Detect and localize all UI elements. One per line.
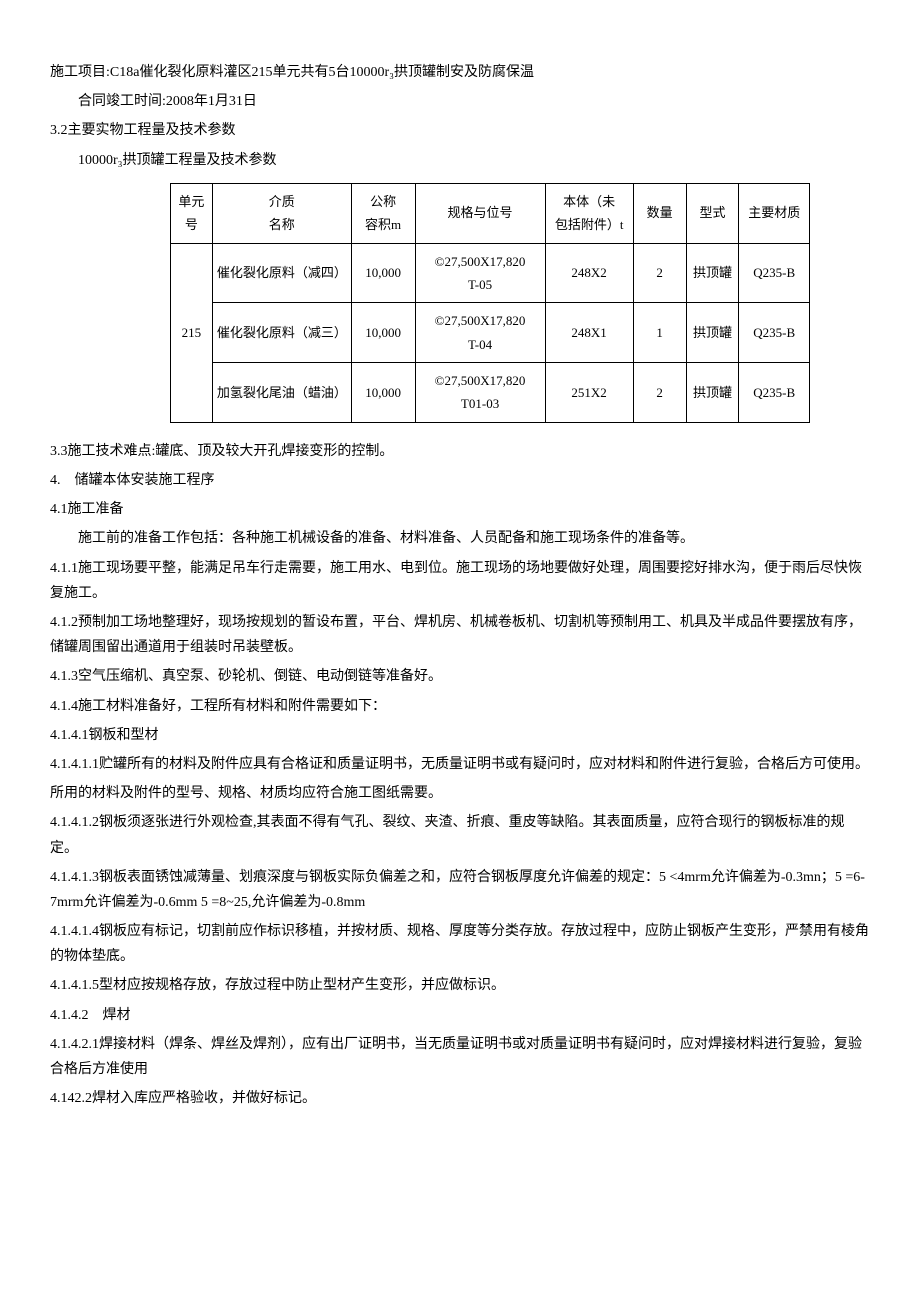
section-3-2: 3.2主要实物工程量及技术参数 [50, 118, 870, 143]
th-unit: 单元号 [171, 183, 213, 243]
cell-medium: 催化裂化原料（减四） [212, 243, 351, 303]
table-caption: 10000r₃拱顶罐工程量及技术参数 [50, 148, 870, 173]
th-type: 型式 [686, 183, 739, 243]
cell-spec: ©27,500X17,820T-05 [415, 243, 545, 303]
para-4-1-4-1-3: 4.1.4.1.3钢板表面锈蚀减薄量、划痕深度与钢板实际负偏差之和，应符合钢板厚… [50, 865, 870, 915]
table-row: 加氢裂化尾油（蜡油） 10,000 ©27,500X17,820T01-03 2… [171, 363, 810, 423]
project-line: 施工项目:C18a催化裂化原料灌区215单元共有5台10000r₃拱顶罐制安及防… [50, 60, 870, 85]
cell-medium: 加氢裂化尾油（蜡油） [212, 363, 351, 423]
cell-material: Q235-B [739, 243, 810, 303]
th-spec: 规格与位号 [415, 183, 545, 243]
section-4-1: 4.1施工准备 [50, 497, 870, 522]
para-4-142-2: 4.142.2焊材入库应严格验收，并做好标记。 [50, 1086, 870, 1111]
cell-material: Q235-B [739, 303, 810, 363]
para-4-1-1: 4.1.1施工现场要平整，能满足吊车行走需要，施工用水、电到位。施工现场的场地要… [50, 556, 870, 606]
cell-type: 拱顶罐 [686, 303, 739, 363]
th-weight: 本体（未包括附件）t [545, 183, 633, 243]
para-4-1-4-1-1: 4.1.4.1.1贮罐所有的材料及附件应具有合格证和质量证明书，无质量证明书或有… [50, 752, 870, 777]
table-header-row: 单元号 介质名称 公称容积m 规格与位号 本体（未包括附件）t 数量 型式 主要… [171, 183, 810, 243]
table-row: 215 催化裂化原料（减四） 10,000 ©27,500X17,820T-05… [171, 243, 810, 303]
para-4-1-3: 4.1.3空气压缩机、真空泵、砂轮机、倒链、电动倒链等准备好。 [50, 664, 870, 689]
para-4-1-4-2-1: 4.1.4.2.1焊接材料（焊条、焊丝及焊剂），应有出厂证明书，当无质量证明书或… [50, 1032, 870, 1082]
th-capacity: 公称容积m [351, 183, 415, 243]
cell-qty: 1 [633, 303, 686, 363]
cell-capacity: 10,000 [351, 243, 415, 303]
cell-capacity: 10,000 [351, 303, 415, 363]
th-qty: 数量 [633, 183, 686, 243]
para-4-1-4-1-2: 4.1.4.1.2钢板须逐张进行外观检查,其表面不得有气孔、裂纹、夹渣、折痕、重… [50, 810, 870, 860]
th-material: 主要材质 [739, 183, 810, 243]
para-4-1-4-1-4: 4.1.4.1.4钢板应有标记，切割前应作标识移植，并按材质、规格、厚度等分类存… [50, 919, 870, 969]
th-medium: 介质名称 [212, 183, 351, 243]
cell-weight: 248X2 [545, 243, 633, 303]
section-4: 4. 储罐本体安装施工程序 [50, 468, 870, 493]
para-4-1-2: 4.1.2预制加工场地整理好，现场按规划的暂设布置，平台、焊机房、机械卷板机、切… [50, 610, 870, 660]
section-3-3: 3.3施工技术难点:罐底、顶及较大开孔焊接变形的控制。 [50, 439, 870, 464]
cell-spec: ©27,500X17,820T01-03 [415, 363, 545, 423]
cell-capacity: 10,000 [351, 363, 415, 423]
cell-weight: 248X1 [545, 303, 633, 363]
cell-type: 拱顶罐 [686, 363, 739, 423]
para-material-model: 所用的材料及附件的型号、规格、材质均应符合施工图纸需要。 [50, 781, 870, 806]
unit-cell: 215 [171, 243, 213, 422]
cell-qty: 2 [633, 363, 686, 423]
cell-qty: 2 [633, 243, 686, 303]
cell-type: 拱顶罐 [686, 243, 739, 303]
completion-date: 合同竣工时间:2008年1月31日 [50, 89, 870, 114]
para-4-1-4-2: 4.1.4.2 焊材 [50, 1003, 870, 1028]
para-4-1-4-1-5: 4.1.4.1.5型材应按规格存放，存放过程中防止型材产生变形，并应做标识。 [50, 973, 870, 998]
cell-weight: 251X2 [545, 363, 633, 423]
cell-medium: 催化裂化原料（减三） [212, 303, 351, 363]
parameters-table: 单元号 介质名称 公称容积m 规格与位号 本体（未包括附件）t 数量 型式 主要… [170, 183, 810, 423]
para-4-1-4: 4.1.4施工材料准备好，工程所有材料和附件需要如下： [50, 694, 870, 719]
para-4-1-4-1: 4.1.4.1钢板和型材 [50, 723, 870, 748]
para-4-1-intro: 施工前的准备工作包括：各种施工机械设备的准备、材料准备、人员配备和施工现场条件的… [50, 526, 870, 551]
table-row: 催化裂化原料（减三） 10,000 ©27,500X17,820T-04 248… [171, 303, 810, 363]
cell-material: Q235-B [739, 363, 810, 423]
cell-spec: ©27,500X17,820T-04 [415, 303, 545, 363]
